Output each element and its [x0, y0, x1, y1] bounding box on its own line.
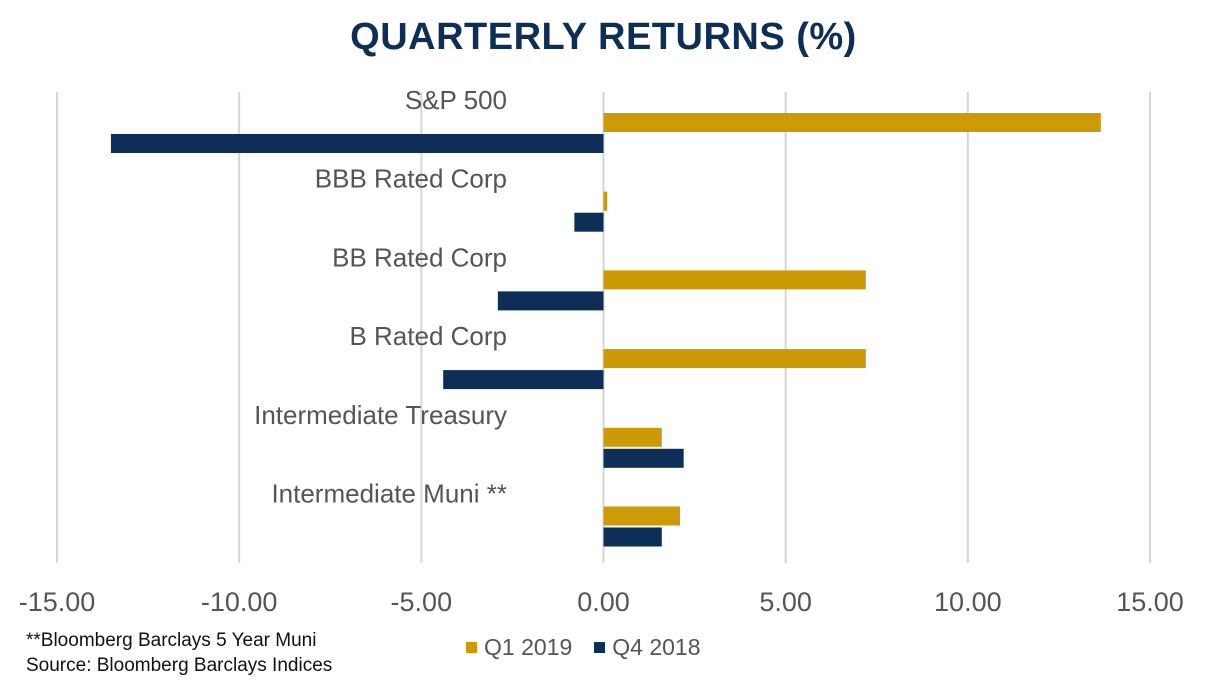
x-tick-label: 10.00	[934, 587, 1002, 617]
bars	[110, 113, 1101, 547]
legend-item-q4-2018: Q4 2018	[594, 634, 701, 661]
category-label-b-rated-corp: B Rated Corp	[349, 321, 507, 351]
bar-q4-2018-bb-rated-corp	[497, 291, 604, 311]
category-label-s-p-500: S&P 500	[405, 85, 507, 115]
bar-q1-2019-b-rated-corp	[603, 349, 866, 369]
grid-lines	[56, 92, 1151, 563]
category-label-bbb-rated-corp: BBB Rated Corp	[315, 164, 507, 194]
bar-q1-2019-bb-rated-corp	[603, 270, 866, 290]
bar-q4-2018-intermediate-muni	[603, 527, 662, 547]
legend-item-q1-2019: Q1 2019	[466, 634, 572, 661]
bar-q1-2019-intermediate-treasury	[603, 427, 662, 447]
x-tick-label: -5.00	[391, 587, 453, 617]
bar-q1-2019-bbb-rated-corp	[603, 191, 608, 211]
category-label-bb-rated-corp: BB Rated Corp	[332, 242, 507, 272]
footnote-source: Source: Bloomberg Barclays Indices	[26, 655, 333, 676]
x-tick-label: 5.00	[759, 587, 812, 617]
x-tick-label: -10.00	[201, 587, 278, 617]
bar-q4-2018-s-p-500	[110, 134, 604, 153]
legend-label-q1-2019: Q1 2019	[484, 634, 573, 660]
bar-q1-2019-intermediate-muni	[603, 506, 681, 526]
bar-q4-2018-intermediate-treasury	[603, 448, 684, 468]
legend: Q1 2019 Q4 2018	[466, 634, 723, 661]
category-label-intermediate-treasury: Intermediate Treasury	[254, 400, 507, 430]
footnote: **Bloomberg Barclays 5 Year Muni Source:…	[26, 628, 332, 678]
bar-q4-2018-b-rated-corp	[443, 370, 604, 390]
legend-label-q4-2018: Q4 2018	[612, 634, 701, 660]
x-axis-tick-labels: -15.00 -10.00 -5.00 0.00 5.00 10.00 15.00	[19, 587, 1184, 617]
chart-title: QUARTERLY RETURNS (%)	[350, 16, 857, 58]
x-tick-label: 0.00	[577, 587, 630, 617]
legend-swatch-q1-2019	[466, 642, 477, 653]
x-tick-label: -15.00	[19, 587, 96, 617]
x-tick-label: 15.00	[1116, 587, 1184, 617]
legend-swatch-q4-2018	[594, 642, 606, 653]
bar-q4-2018-bbb-rated-corp	[574, 212, 604, 232]
category-labels: S&P 500 BBB Rated Corp BB Rated Corp B Rate…	[254, 85, 507, 509]
footnote-muni: **Bloomberg Barclays 5 Year Muni	[26, 630, 317, 651]
bar-q1-2019-s-p-500	[603, 113, 1101, 132]
category-label-intermediate-muni: Intermediate Muni **	[271, 479, 507, 509]
